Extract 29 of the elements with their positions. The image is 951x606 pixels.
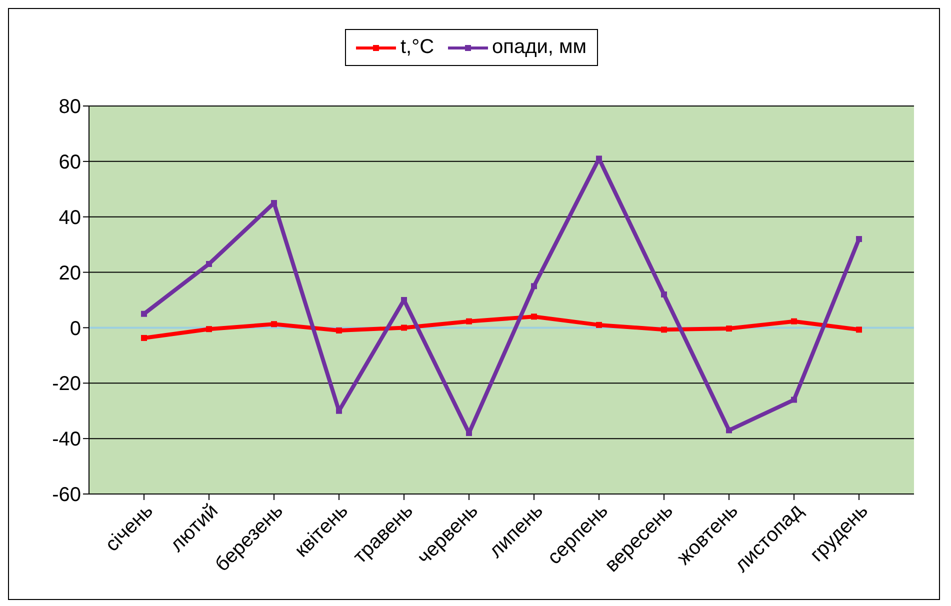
- point: [271, 200, 277, 206]
- y-tick-label: 80: [58, 96, 81, 118]
- y-tick-label: -40: [52, 428, 81, 451]
- point: [856, 326, 862, 333]
- point: [726, 427, 732, 434]
- y-tick-label: 0: [70, 318, 81, 340]
- point: [531, 283, 537, 290]
- point: [336, 327, 342, 334]
- y-tick-label: -60: [52, 484, 81, 506]
- point: [726, 326, 732, 332]
- y-tick-label: 40: [58, 206, 81, 229]
- legend-label: опади, мм: [492, 36, 587, 59]
- point: [401, 324, 407, 331]
- point: [206, 260, 212, 267]
- legend-label: t,°C: [400, 36, 434, 59]
- point: [336, 408, 342, 414]
- point: [856, 236, 862, 242]
- point: [531, 314, 537, 320]
- y-tick-label: 20: [58, 262, 81, 284]
- y-tick-label: 60: [58, 152, 81, 174]
- point: [466, 318, 472, 324]
- point: [661, 291, 667, 298]
- point: [141, 334, 147, 341]
- point: [141, 310, 147, 317]
- point: [596, 322, 602, 328]
- point: [791, 396, 797, 403]
- point: [271, 321, 277, 328]
- y-tick-label: -20: [52, 373, 81, 396]
- point: [791, 318, 797, 324]
